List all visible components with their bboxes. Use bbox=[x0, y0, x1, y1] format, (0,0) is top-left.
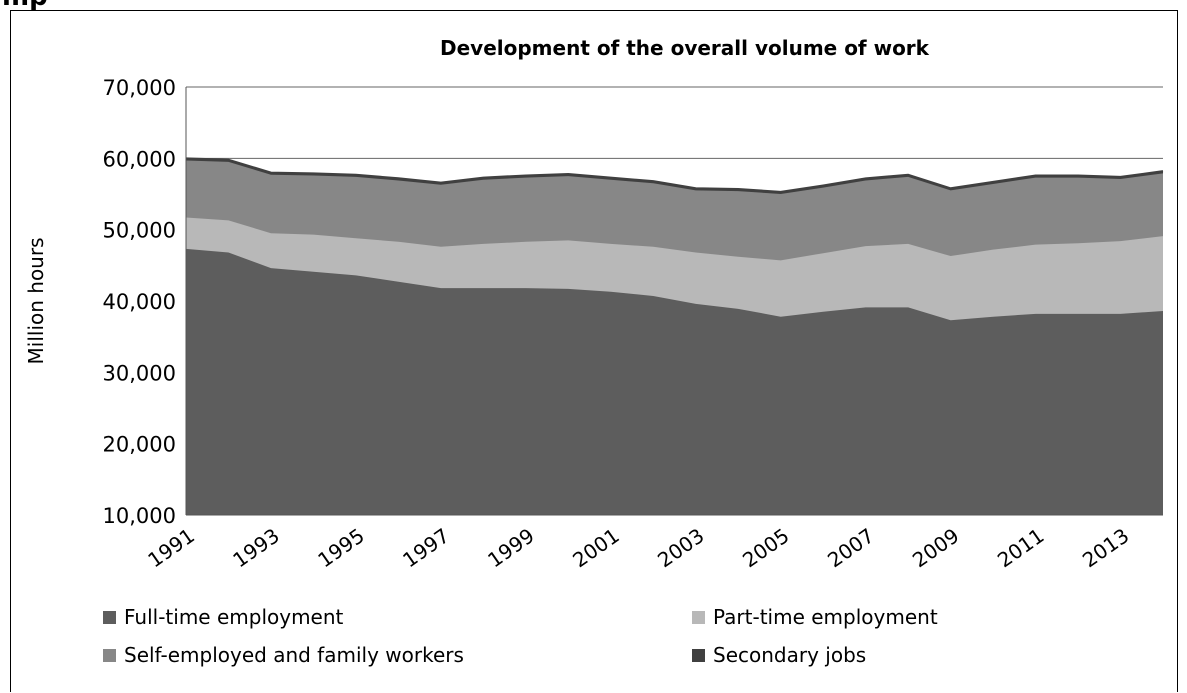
area-part-time-employment bbox=[186, 217, 1163, 321]
x-tick-label: 2011 bbox=[993, 523, 1048, 572]
x-tick-label: 1999 bbox=[483, 523, 538, 572]
edge-secondary-jobs bbox=[185, 157, 1164, 193]
x-tick-label: 2013 bbox=[1078, 523, 1133, 572]
x-tick-label: 1993 bbox=[228, 523, 283, 572]
area-self-employed-and-family-workers bbox=[186, 160, 1163, 261]
x-tick-label: 2007 bbox=[823, 523, 878, 572]
legend-item: Full-time employment bbox=[103, 605, 343, 629]
legend-swatch bbox=[692, 610, 705, 624]
legend-swatch bbox=[692, 648, 705, 662]
x-tick-label: 1991 bbox=[143, 523, 198, 572]
legend-item: Self-employed and family workers bbox=[103, 643, 464, 667]
x-tick-label: 2001 bbox=[568, 523, 623, 572]
y-tick-label: 30,000 bbox=[103, 361, 176, 385]
legend-swatch bbox=[103, 610, 116, 624]
page-title-fragment: mp bbox=[0, 0, 85, 10]
y-tick-label: 60,000 bbox=[103, 147, 176, 171]
x-tick-label: 1995 bbox=[313, 523, 368, 572]
legend-label: Part-time employment bbox=[713, 605, 938, 629]
y-tick-label: 40,000 bbox=[103, 290, 176, 314]
x-tick-label: 2009 bbox=[908, 523, 963, 572]
legend-label: Secondary jobs bbox=[713, 643, 867, 667]
legend-swatch bbox=[103, 648, 116, 662]
area-full-time-employment bbox=[186, 248, 1163, 515]
legend-label: Full-time employment bbox=[124, 605, 344, 629]
chart-title: Development of the overall volume of wor… bbox=[440, 36, 930, 60]
area-secondary-jobs bbox=[186, 158, 1163, 194]
legend-label: Self-employed and family workers bbox=[124, 643, 464, 667]
legend-item: Part-time employment bbox=[692, 605, 938, 629]
legend-item: Secondary jobs bbox=[692, 643, 866, 667]
y-tick-label: 20,000 bbox=[103, 433, 176, 457]
y-axis-label: Million hours bbox=[24, 238, 48, 365]
y-tick-label: 70,000 bbox=[103, 76, 176, 100]
x-tick-label: 2005 bbox=[738, 523, 793, 572]
y-tick-label: 50,000 bbox=[103, 219, 176, 243]
x-tick-label: 1997 bbox=[398, 523, 453, 572]
x-tick-label: 2003 bbox=[653, 523, 708, 572]
y-tick-label: 10,000 bbox=[103, 504, 176, 528]
